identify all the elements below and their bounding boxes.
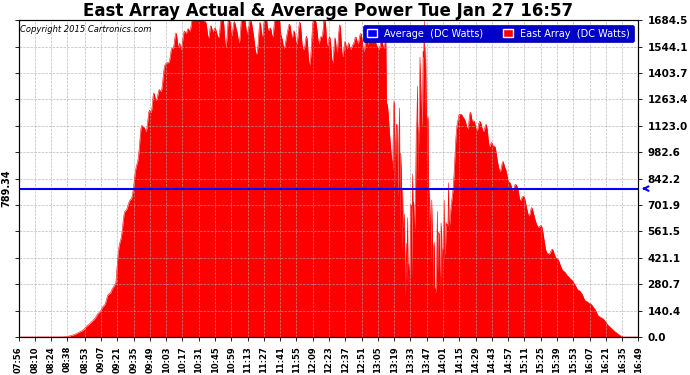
Text: Copyright 2015 Cartronics.com: Copyright 2015 Cartronics.com — [20, 25, 151, 34]
Text: 789.34: 789.34 — [1, 170, 11, 207]
Title: East Array Actual & Average Power Tue Jan 27 16:57: East Array Actual & Average Power Tue Ja… — [83, 2, 573, 20]
Legend: Average  (DC Watts), East Array  (DC Watts): Average (DC Watts), East Array (DC Watts… — [364, 25, 633, 42]
